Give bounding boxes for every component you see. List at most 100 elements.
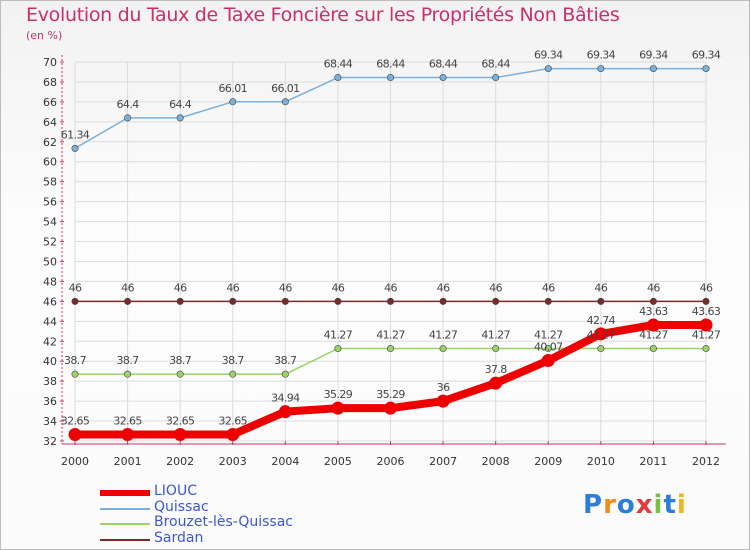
series-1-point-8 xyxy=(492,74,500,82)
series-2-label-7: 41.27 xyxy=(429,329,458,342)
y-tick-label-10: 52 xyxy=(43,236,57,249)
series-0-point-12 xyxy=(699,318,713,332)
series-3-point-1 xyxy=(124,297,132,305)
legend-label-0: LIOUC xyxy=(154,483,197,499)
series-2-label-3: 38.7 xyxy=(222,354,245,367)
logo-letter-0: P xyxy=(583,490,604,520)
series-2-point-6 xyxy=(386,345,394,353)
logo-letter-6: i xyxy=(676,490,687,520)
x-tick-label-3: 2003 xyxy=(219,455,247,468)
series-3-label-2: 46 xyxy=(174,281,187,294)
series-0-point-9 xyxy=(541,354,555,368)
legend-item-1: Quissac xyxy=(100,499,350,515)
series-3-label-9: 46 xyxy=(542,281,555,294)
legend-item-0: LIOUC xyxy=(100,483,350,499)
y-tick-label-18: 68 xyxy=(43,76,57,89)
series-2-point-8 xyxy=(492,345,500,353)
series-2-label-6: 41.27 xyxy=(376,329,405,342)
x-tick-label-6: 2006 xyxy=(377,455,405,468)
x-tick-label-11: 2011 xyxy=(639,455,667,468)
logo-letter-2: o xyxy=(616,490,636,520)
series-2-point-7 xyxy=(439,345,447,353)
series-0-label-2: 32.65 xyxy=(166,415,195,428)
legend-swatch-0 xyxy=(100,490,150,496)
series-1-label-1: 64.4 xyxy=(117,98,140,111)
series-1-label-11: 69.34 xyxy=(639,49,668,62)
series-0-label-7: 36 xyxy=(437,381,450,394)
logo-letter-3: x xyxy=(635,490,654,520)
series-3-point-3 xyxy=(229,297,237,305)
series-1-label-10: 69.34 xyxy=(587,49,616,62)
series-3-label-3: 46 xyxy=(226,281,239,294)
series-0-point-8 xyxy=(489,376,503,390)
series-3-point-10 xyxy=(597,297,605,305)
legend-swatch-1 xyxy=(100,508,150,510)
series-2-label-0: 38.7 xyxy=(64,354,87,367)
series-0-point-5 xyxy=(331,401,345,415)
x-tick-label-10: 2010 xyxy=(587,455,615,468)
series-1-point-11 xyxy=(649,65,657,73)
series-2-label-2: 38.7 xyxy=(169,354,192,367)
series-0-label-4: 34.94 xyxy=(271,392,300,405)
series-2-point-4 xyxy=(281,370,289,378)
series-2-label-10: 41.27 xyxy=(587,329,616,342)
series-0-point-1 xyxy=(121,428,135,442)
series-2-point-9 xyxy=(544,345,552,353)
x-tick-label-2: 2002 xyxy=(166,455,194,468)
x-tick-label-7: 2007 xyxy=(429,455,457,468)
y-tick-label-13: 58 xyxy=(43,176,57,189)
y-tick-label-19: 70 xyxy=(43,56,57,69)
y-tick-label-16: 64 xyxy=(43,116,57,129)
series-0-label-10: 42.74 xyxy=(587,314,616,327)
series-3-label-6: 46 xyxy=(384,281,397,294)
series-1-point-5 xyxy=(334,74,342,82)
series-3-label-4: 46 xyxy=(279,281,292,294)
series-2 xyxy=(71,345,710,378)
series-0-label-8: 37.8 xyxy=(485,363,508,376)
series-3-label-0: 46 xyxy=(69,281,82,294)
y-tick-label-15: 62 xyxy=(43,136,57,149)
legend-swatch-3 xyxy=(100,539,150,541)
x-tick-label-5: 2005 xyxy=(324,455,352,468)
series-1-label-2: 64.4 xyxy=(169,98,192,111)
logo-letter-1: r xyxy=(603,490,617,520)
y-tick-label-2: 36 xyxy=(43,395,57,408)
series-1-point-7 xyxy=(439,74,447,82)
series-3-label-5: 46 xyxy=(332,281,345,294)
series-0-label-6: 35.29 xyxy=(376,388,405,401)
series-1-label-5: 68.44 xyxy=(324,58,353,71)
series-1-label-4: 66.01 xyxy=(271,82,300,95)
y-tick-label-11: 54 xyxy=(43,216,57,229)
series-2-point-0 xyxy=(71,370,79,378)
proxiti-logo: Proxiti xyxy=(583,490,687,520)
series-0-point-4 xyxy=(278,405,292,419)
series-2-point-5 xyxy=(334,345,342,353)
legend-label-1: Quissac xyxy=(154,499,209,515)
series-3 xyxy=(71,297,710,305)
series-1-label-6: 68.44 xyxy=(376,58,405,71)
series-group: 61.34 64.4 64.4 66.01 66.01 68.44 68.44 68.44 68… xyxy=(61,49,721,442)
series-0-label-9: 40.07 xyxy=(534,341,563,354)
series-3-label-11: 46 xyxy=(647,281,660,294)
series-2-point-12 xyxy=(702,345,710,353)
y-tick-label-1: 34 xyxy=(43,415,57,428)
legend-swatch-2 xyxy=(100,523,150,525)
series-0-point-3 xyxy=(226,428,240,442)
series-1-label-8: 68.44 xyxy=(481,58,510,71)
series-3-label-1: 46 xyxy=(121,281,134,294)
series-2-label-1: 38.7 xyxy=(117,354,140,367)
series-0-point-7 xyxy=(436,394,450,408)
series-3-label-10: 46 xyxy=(594,281,607,294)
series-3-point-7 xyxy=(439,297,447,305)
series-0-label-11: 43.63 xyxy=(639,305,668,318)
series-0-label-12: 43.63 xyxy=(692,305,721,318)
series-3-label-12: 46 xyxy=(700,281,713,294)
series-1 xyxy=(71,65,710,152)
series-3-point-8 xyxy=(492,297,500,305)
y-tick-label-0: 32 xyxy=(43,435,57,448)
series-0-label-0: 32.65 xyxy=(61,415,90,428)
series-0-point-10 xyxy=(594,327,608,341)
series-0-point-6 xyxy=(384,401,397,415)
